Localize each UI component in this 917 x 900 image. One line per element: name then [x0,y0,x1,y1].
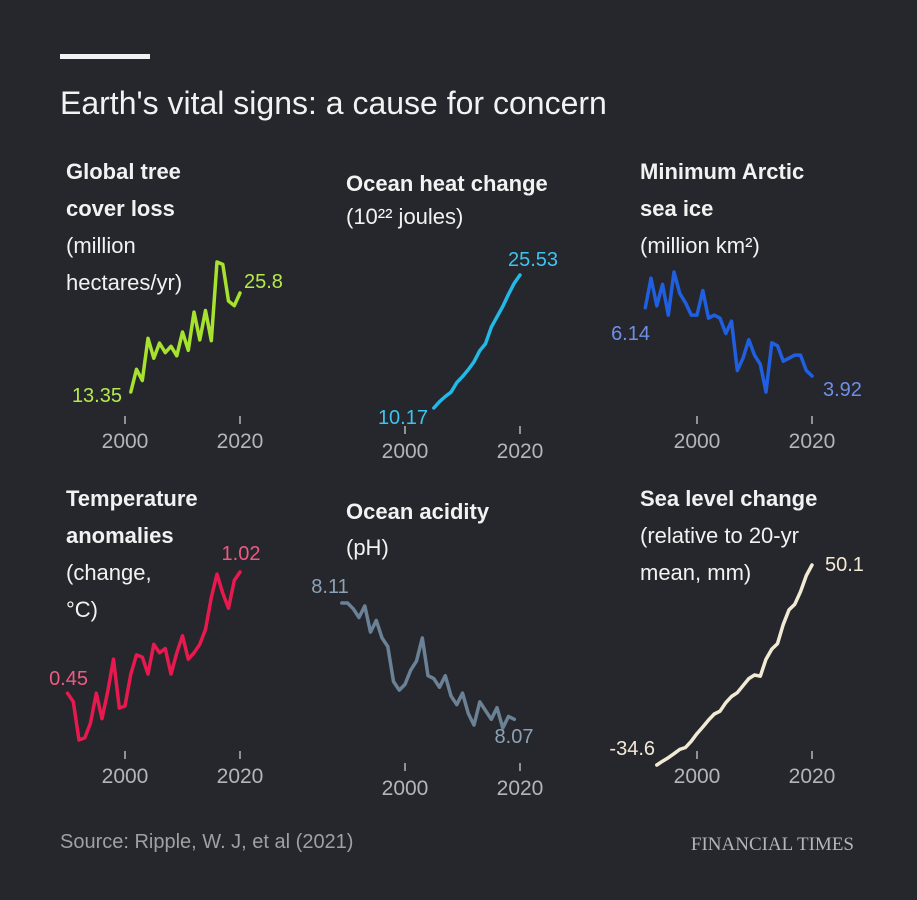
panel-subtitle: (relative to 20-yr [640,523,799,548]
x-tick-label: 2020 [789,765,836,788]
publisher: FINANCIAL TIMES [691,834,854,855]
end-label: 25.53 [508,249,558,271]
page-title: Earth's vital signs: a cause for concern [60,85,607,121]
panel-title: anomalies [66,523,174,548]
end-label: 8.07 [495,726,534,748]
panel-subtitle: °C) [66,597,98,622]
panel-subtitle: (million [66,233,136,258]
panel-title: Ocean acidity [346,499,490,524]
panel-title: Sea level change [640,486,817,511]
header-bar [60,54,150,59]
panel-title: sea ice [640,196,713,221]
panel-subtitle: (pH) [346,535,389,560]
x-tick-label: 2020 [217,430,264,453]
panel-title: Ocean heat change [346,171,548,196]
x-tick-label: 2000 [674,430,721,453]
x-tick-label: 2020 [789,430,836,453]
series-line [643,270,814,394]
start-label: 8.11 [311,576,348,598]
end-label: 25.8 [244,271,283,293]
series-line [129,260,242,394]
x-tick-label: 2000 [102,765,149,788]
x-tick-label: 2000 [674,765,721,788]
panel-subtitle: (million km²) [640,233,760,258]
panel-title: Global tree [66,159,181,184]
x-tick-label: 2020 [497,440,544,463]
x-tick-label: 2020 [217,765,264,788]
x-tick-label: 2000 [382,440,429,463]
start-label: 0.45 [49,668,88,690]
series-line [65,570,242,742]
start-label: -34.6 [609,738,655,760]
panel-subtitle: mean, mm) [640,560,751,585]
series-line [432,273,522,410]
panel-subtitle: (change, [66,560,152,585]
series-line [655,563,814,767]
panel-title: Minimum Arctic [640,159,804,184]
panel-subtitle: (10²² joules) [346,204,463,229]
end-label: 50.1 [825,554,864,576]
start-label: 13.35 [72,385,122,407]
start-label: 10.17 [378,407,428,429]
end-label: 1.02 [222,543,261,565]
panel-subtitle: hectares/yr) [66,270,182,295]
start-label: 6.14 [611,323,650,345]
panel-title: cover loss [66,196,175,221]
panel-title: Temperature [66,486,198,511]
series-line [340,601,517,730]
x-tick-label: 2000 [382,777,429,800]
x-tick-label: 2000 [102,430,149,453]
x-tick-label: 2020 [497,777,544,800]
end-label: 3.92 [823,379,862,401]
source: Source: Ripple, W. J, et al (2021) [60,831,353,853]
